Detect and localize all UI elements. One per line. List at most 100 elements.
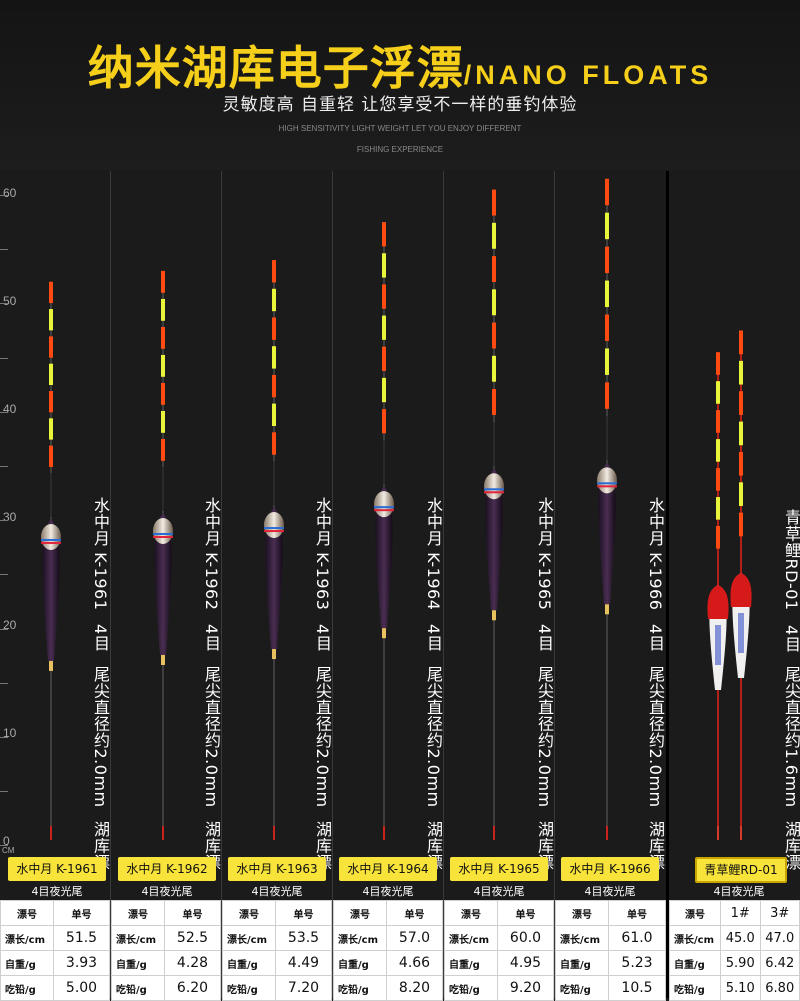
spec-key: 漂长/cm	[333, 925, 387, 951]
spec-value: 57.0	[386, 925, 443, 951]
float-tip-segment	[382, 377, 386, 403]
spec-row-weight: 自重/g 5.90 6.42	[669, 950, 800, 976]
spec-key: 漂长/cm	[222, 925, 276, 951]
spec-head-size-1: 1#	[720, 900, 761, 926]
float-tip-segment	[49, 309, 53, 331]
red-float-logo	[738, 613, 744, 653]
spec-row-weight: 自重/g 5.23	[555, 950, 666, 976]
red-float-tip-segment	[739, 360, 743, 385]
spec-key: 自重/g	[222, 950, 276, 976]
float-tip-segment	[605, 382, 609, 409]
spec-row-weight: 自重/g 4.66	[333, 950, 443, 976]
float-band-red	[597, 485, 617, 488]
float-tail-tip	[162, 826, 164, 840]
red-float-tip-segment	[739, 391, 743, 415]
desc-model: 水中月 K-1966	[646, 497, 665, 611]
red-float-tip-segment	[716, 352, 720, 375]
ruler-label-0: 0	[3, 834, 10, 848]
spec-row-length: 漂长/cm 45.0 47.0	[669, 925, 800, 951]
red-float-tip-segment	[739, 421, 743, 446]
desc-model: 水中月 K-1962	[202, 497, 221, 611]
spec-key: 吃铅/g	[222, 975, 276, 1001]
float-band-red	[484, 491, 504, 494]
float-body	[154, 512, 172, 655]
subtitle: 灵敏度高 自重轻 让您享受不一样的垂钓体验	[222, 95, 578, 115]
float-body	[265, 507, 283, 650]
float-band-blue	[264, 527, 284, 530]
spec-value: 5.10	[720, 975, 761, 1001]
float-antenna	[493, 422, 495, 467]
float-head	[374, 491, 394, 518]
spec-head-label: 漂号	[333, 900, 387, 926]
float-tip-segment	[382, 253, 386, 278]
float-tip-segment	[605, 314, 609, 341]
spec-value: 10.5	[608, 975, 666, 1001]
desc-targets: 4目	[646, 624, 665, 652]
red-float-tip-segment	[716, 526, 720, 549]
float-tip-segment	[492, 389, 496, 415]
spec-row-length: 漂长/cm 51.5	[0, 925, 110, 951]
spec-key: 吃铅/g	[111, 975, 165, 1001]
float-antenna	[50, 472, 52, 517]
spec-key: 吃铅/g	[669, 975, 721, 1001]
spec-key: 自重/g	[333, 950, 387, 976]
float-tip-segment	[272, 403, 276, 427]
spec-value: 8.20	[386, 975, 443, 1001]
desc-targets: 4目	[535, 624, 554, 652]
spec-head-value: 单号	[275, 900, 332, 926]
float-tip-segment	[382, 346, 386, 372]
float-tip-segment	[49, 281, 53, 304]
float-head	[484, 473, 504, 500]
float-tail-tip	[606, 826, 608, 840]
desc-tail: 尾尖直径约2.0mm	[313, 665, 332, 808]
spec-key: 漂长/cm	[555, 925, 609, 951]
spec-header-row: 漂号 单号	[444, 900, 554, 926]
float-tip-segment	[272, 260, 276, 283]
spec-row-length: 漂长/cm 57.0	[333, 925, 443, 951]
ruler-tick	[0, 303, 8, 305]
float-tail-tip	[273, 826, 275, 840]
spec-value: 61.0	[608, 925, 666, 951]
model-tag-k1965: 水中月 K-1965	[450, 857, 548, 881]
red-float-cap	[730, 573, 752, 607]
spec-value: 4.95	[497, 950, 554, 976]
ruler-tick	[0, 466, 8, 467]
float-desc-k1961: 水中月 K-19614目尾尖直径约2.0mm湖库漂	[88, 497, 112, 885]
spec-key: 自重/g	[444, 950, 498, 976]
float-tip-segment	[49, 418, 53, 440]
float-tip-segment	[605, 178, 609, 206]
ruler-unit: CM	[2, 846, 15, 855]
red-float-tip-segment	[716, 468, 720, 491]
float-tip-segment	[382, 315, 386, 340]
ruler-tick	[0, 411, 8, 413]
spec-key: 漂长/cm	[444, 925, 498, 951]
spec-value: 45.0	[720, 925, 761, 951]
float-tip-segment	[492, 322, 496, 349]
spec-table-k1963: 漂号 单号 漂长/cm 53.5 自重/g 4.49 吃铅/g 7.20	[222, 900, 332, 1001]
product-panel-k1962	[110, 171, 221, 998]
float-band-blue	[41, 538, 61, 541]
spec-table-k1961: 漂号 单号 漂长/cm 51.5 自重/g 3.93 吃铅/g 5.00	[0, 900, 110, 1001]
spec-head-label: 漂号	[0, 900, 54, 926]
float-tip-segment	[161, 354, 165, 377]
title-en: /NANO FLOATS	[463, 60, 713, 90]
spec-key: 漂长/cm	[111, 925, 165, 951]
spec-row-length: 漂长/cm 52.5	[111, 925, 221, 951]
model-tag-k1963: 水中月 K-1963	[228, 857, 326, 881]
spec-head-value: 单号	[386, 900, 443, 926]
spec-value: 60.0	[497, 925, 554, 951]
float-brass-joint	[49, 660, 53, 671]
spec-table-k1962: 漂号 单号 漂长/cm 52.5 自重/g 4.28 吃铅/g 6.20	[111, 900, 221, 1001]
spec-row-lead: 吃铅/g 5.00	[0, 975, 110, 1001]
lighting-k1963: 4目夜光尾	[251, 885, 303, 898]
model-tag-k1964: 水中月 K-1964	[339, 857, 437, 881]
spec-row-lead: 吃铅/g 9.20	[444, 975, 554, 1001]
desc-targets: 4目	[424, 624, 443, 652]
float-tip-segment	[49, 445, 53, 467]
spec-value: 7.20	[275, 975, 332, 1001]
red-float-tip-segment	[739, 451, 743, 476]
spec-key: 自重/g	[0, 950, 54, 976]
float-tip-segment	[382, 409, 386, 434]
spec-head-label: 漂号	[669, 900, 721, 926]
float-tip-segment	[161, 270, 165, 293]
